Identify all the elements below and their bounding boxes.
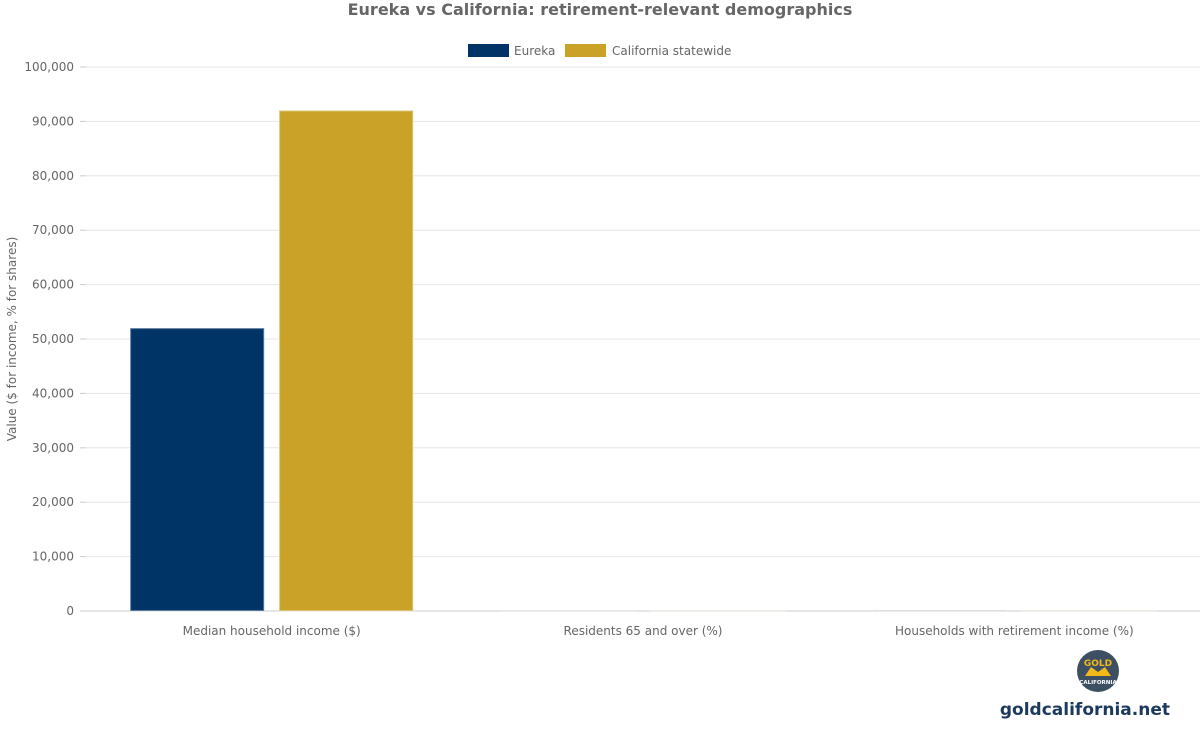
x-category-label-1: Residents 65 and over (%) bbox=[564, 624, 723, 638]
y-axis-title: Value ($ for income, % for shares) bbox=[5, 237, 19, 442]
legend-label-0[interactable]: Eureka bbox=[514, 44, 555, 58]
bar-0-0[interactable] bbox=[130, 328, 264, 611]
legend-label-1[interactable]: California statewide bbox=[612, 44, 731, 58]
brand-url[interactable]: goldcalifornia.net bbox=[1000, 700, 1170, 720]
y-tick-label-5: 50,000 bbox=[32, 332, 74, 346]
y-tick-label-0: 0 bbox=[66, 604, 74, 618]
legend-swatch-1[interactable] bbox=[565, 44, 606, 57]
y-tick-label-3: 30,000 bbox=[32, 441, 74, 455]
y-tick-label-8: 80,000 bbox=[32, 169, 74, 183]
y-tick-label-9: 90,000 bbox=[32, 114, 74, 128]
legend-swatch-0[interactable] bbox=[468, 44, 509, 57]
y-tick-label-1: 10,000 bbox=[32, 550, 74, 564]
y-tick-label-6: 60,000 bbox=[32, 278, 74, 292]
bars bbox=[130, 111, 1156, 611]
chart-title: Eureka vs California: retirement-relevan… bbox=[348, 0, 853, 19]
x-axis-categories: Median household income ($) Residents 65 … bbox=[183, 624, 1134, 638]
y-tick-label-4: 40,000 bbox=[32, 386, 74, 400]
logo-text-gold: GOLD bbox=[1084, 659, 1112, 669]
x-category-label-0: Median household income ($) bbox=[183, 624, 361, 638]
brand-logo: GOLD CALIFORNIA bbox=[1077, 650, 1119, 692]
logo-text-california: CALIFORNIA bbox=[1079, 680, 1117, 686]
x-category-label-2: Households with retirement income (%) bbox=[895, 624, 1134, 638]
bar-0-1[interactable] bbox=[279, 111, 413, 611]
y-tick-label-2: 20,000 bbox=[32, 495, 74, 509]
y-axis-ticks: 0 10,000 20,000 30,000 40,000 50,000 60,000 70,… bbox=[24, 60, 74, 618]
y-tick-label-7: 70,000 bbox=[32, 223, 74, 237]
legend: Eureka California statewide bbox=[468, 44, 731, 58]
y-tick-label-10: 100,000 bbox=[24, 60, 74, 74]
